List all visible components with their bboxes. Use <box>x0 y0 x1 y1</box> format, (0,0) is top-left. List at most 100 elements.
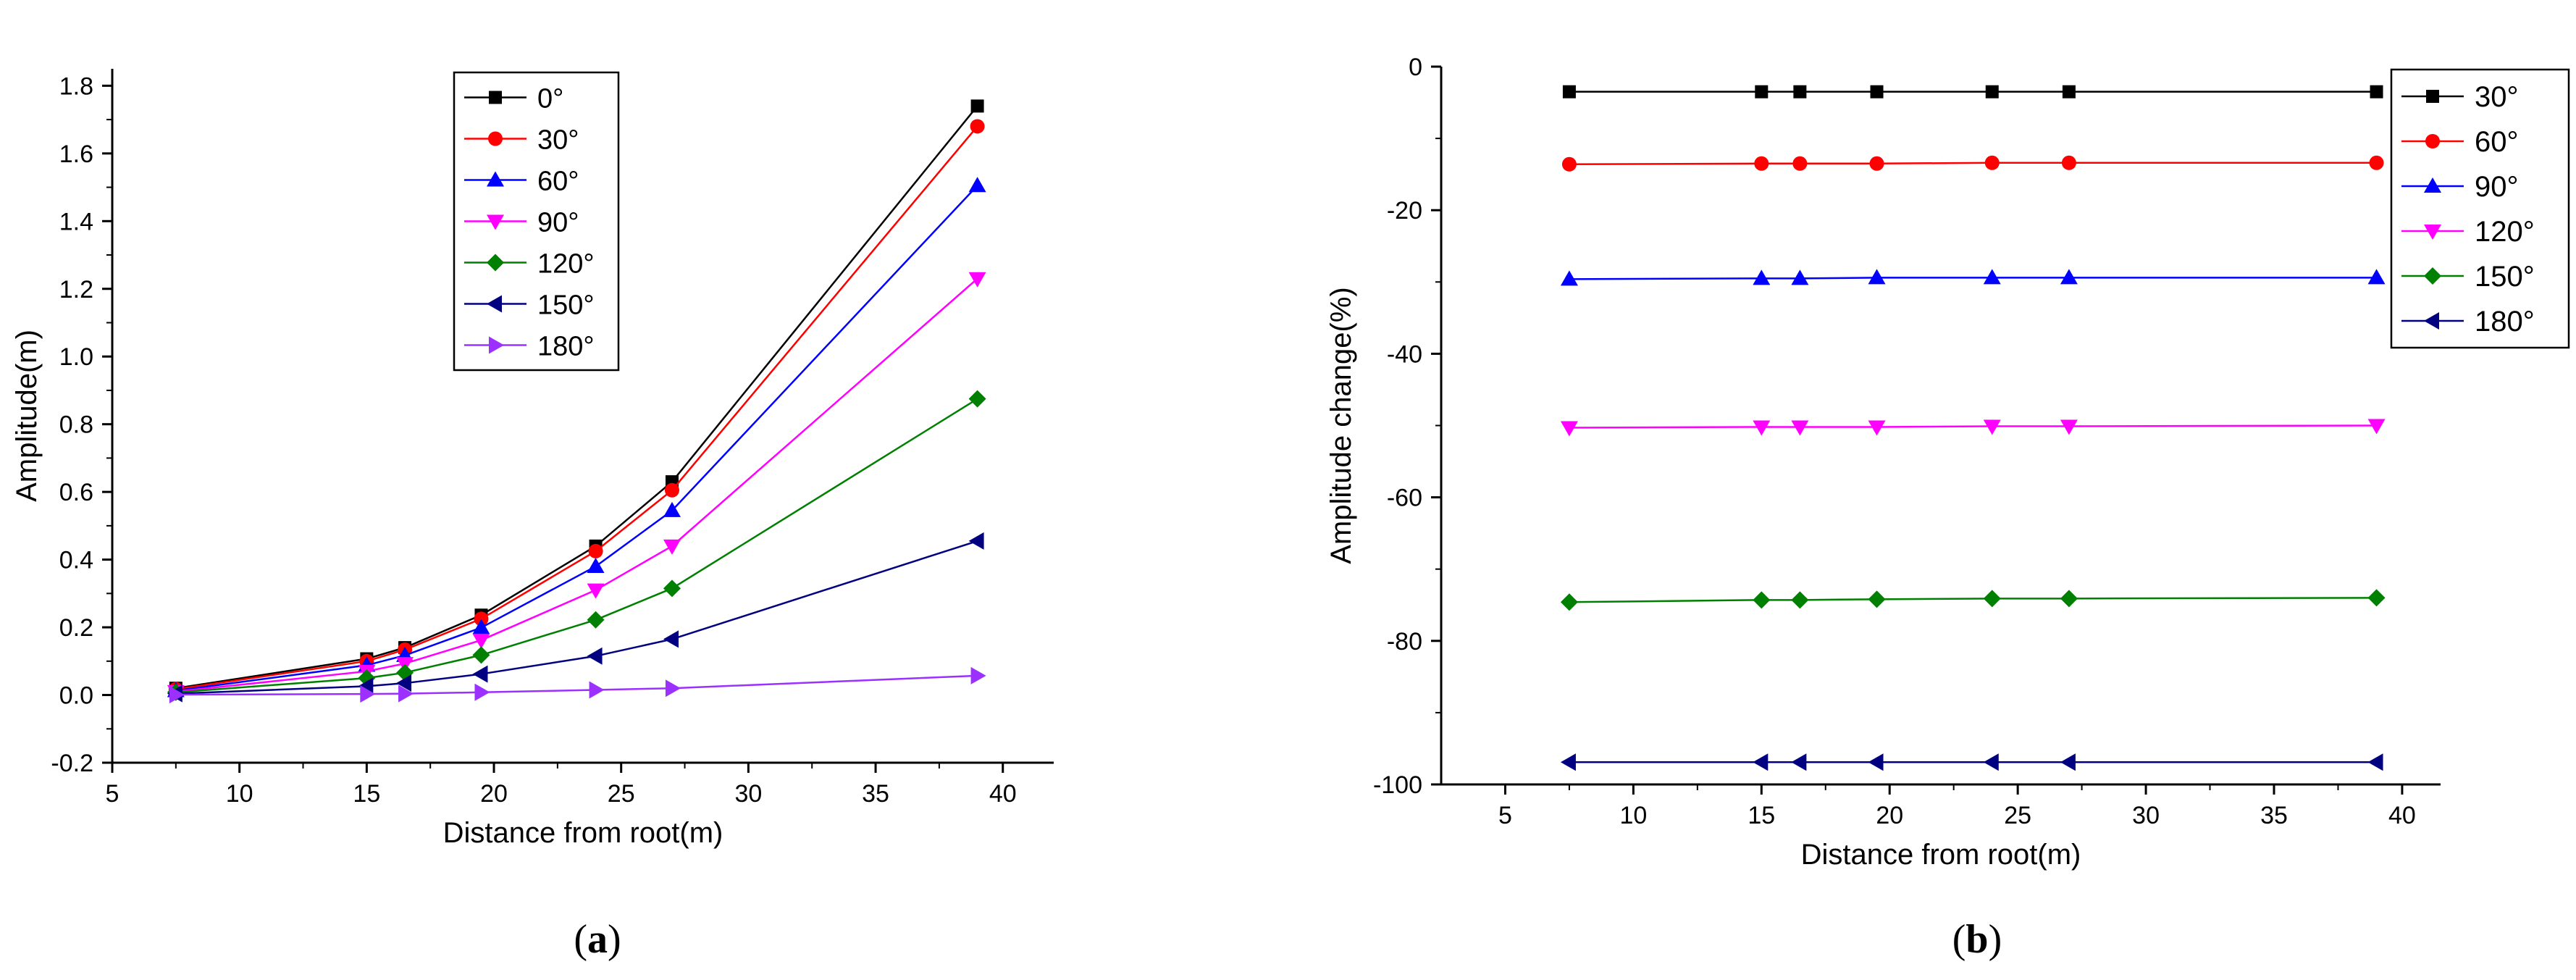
data-point <box>588 543 603 558</box>
y-tick-label: -80 <box>1387 628 1422 656</box>
data-point <box>472 646 490 664</box>
data-point <box>1791 420 1809 436</box>
series-line <box>1569 424 2377 429</box>
series-line <box>175 398 978 694</box>
series-120° <box>1560 419 2386 437</box>
chart-panel-a: 5 10 15 20 25 30 35 40 -0.2 0.0 0.2 0.4 0.6 0.8 1.0 1.2… <box>11 69 1054 962</box>
data-point <box>589 681 605 699</box>
x-tick-label: 15 <box>1748 802 1775 829</box>
data-point <box>1791 753 1807 771</box>
legend-marker <box>487 214 504 230</box>
series-120° <box>167 390 986 701</box>
series-line <box>1569 597 2377 603</box>
x-tick-label: 35 <box>862 780 889 808</box>
y-tick-label: 0 <box>1409 54 1422 81</box>
legend-marker <box>487 254 504 272</box>
x-axis-label: Distance from root(m) <box>443 817 723 849</box>
data-point <box>970 666 986 684</box>
legend-entry: 120° <box>2475 216 2535 248</box>
data-point <box>1755 85 1769 99</box>
x-tick-label: 5 <box>1498 802 1512 829</box>
x-tick-label: 25 <box>2004 802 2031 829</box>
data-point <box>1562 85 1576 99</box>
legend-marker <box>487 171 504 187</box>
y-tick-label: -100 <box>1373 771 1422 799</box>
x-axis-label: Distance from root(m) <box>1801 839 2081 871</box>
y-tick-label: -60 <box>1387 485 1422 512</box>
y-tick-label: 1.8 <box>59 72 93 100</box>
data-point <box>472 633 490 649</box>
legend-marker <box>2424 267 2441 285</box>
x-tick-label: 40 <box>2388 802 2416 829</box>
data-point <box>663 579 681 598</box>
series-180° <box>169 666 986 704</box>
data-point <box>1983 753 1999 771</box>
series-150° <box>167 532 984 703</box>
data-point <box>1753 420 1771 436</box>
data-point <box>1753 753 1769 771</box>
x-tick-label: 30 <box>734 780 762 808</box>
data-point <box>2060 753 2076 771</box>
data-point <box>2369 155 2384 170</box>
data-point <box>474 611 489 627</box>
series-30° <box>1562 85 2383 99</box>
data-point <box>663 630 679 648</box>
y-tick-label: 1.0 <box>59 343 93 371</box>
legend-entry: 60° <box>537 167 579 197</box>
legend-entry: 90° <box>537 208 579 238</box>
data-point <box>360 685 376 703</box>
data-point <box>1868 590 1886 608</box>
y-tick-label: 0.4 <box>59 547 93 574</box>
data-point <box>1984 155 2000 170</box>
legend-marker <box>2426 90 2439 103</box>
data-point <box>1791 591 1809 609</box>
data-point <box>398 684 414 703</box>
legend-box <box>2390 68 2570 349</box>
x-tick-label: 10 <box>1619 802 1647 829</box>
y-tick-label: 1.4 <box>59 208 93 235</box>
data-point <box>1560 421 1578 437</box>
x-tick-label: 20 <box>480 780 508 808</box>
series-90° <box>1560 269 2386 286</box>
data-point <box>968 272 986 288</box>
y-tick-label: 0.8 <box>59 411 93 439</box>
data-point <box>396 674 412 692</box>
data-point <box>1561 156 1577 172</box>
legend: 0° 30° 60° 90° 120° 150° 180° <box>453 71 620 372</box>
data-point <box>2367 269 2386 285</box>
y-tick-label: -20 <box>1387 197 1422 225</box>
x-tick-label: 20 <box>1876 802 1903 829</box>
data-point <box>358 677 374 695</box>
legend-entry: 180° <box>537 332 595 362</box>
x-tick-label: 35 <box>2260 802 2288 829</box>
series-60° <box>1561 155 2384 172</box>
legend-entry: 0° <box>537 84 563 114</box>
y-tick-label: 0.0 <box>59 682 93 710</box>
data-point <box>2370 85 2383 99</box>
x-tick-label: 30 <box>2132 802 2160 829</box>
data-point <box>968 532 984 550</box>
data-point <box>1870 85 1884 99</box>
data-point <box>1560 270 1578 286</box>
legend-entry: 150° <box>2475 261 2535 293</box>
x-tick-label: 10 <box>226 780 253 808</box>
data-point <box>1560 593 1578 611</box>
x-tick-label: 40 <box>989 780 1017 808</box>
data-point <box>1754 156 1769 171</box>
data-point <box>1868 753 1884 771</box>
panel-label: (b) <box>1952 917 2002 962</box>
y-axis-label: Amplitude(m) <box>11 330 43 502</box>
data-point <box>169 686 185 704</box>
legend-marker <box>489 91 502 104</box>
legend-marker <box>489 336 504 354</box>
y-tick-label: 1.2 <box>59 276 93 303</box>
data-point <box>663 501 681 517</box>
data-point <box>587 583 605 599</box>
legend-entry: 30° <box>2475 81 2519 113</box>
legend-entry: 120° <box>537 249 595 280</box>
legend-marker <box>2424 312 2439 330</box>
data-point <box>587 557 605 573</box>
data-point <box>1868 269 1886 285</box>
data-point <box>1792 156 1808 171</box>
